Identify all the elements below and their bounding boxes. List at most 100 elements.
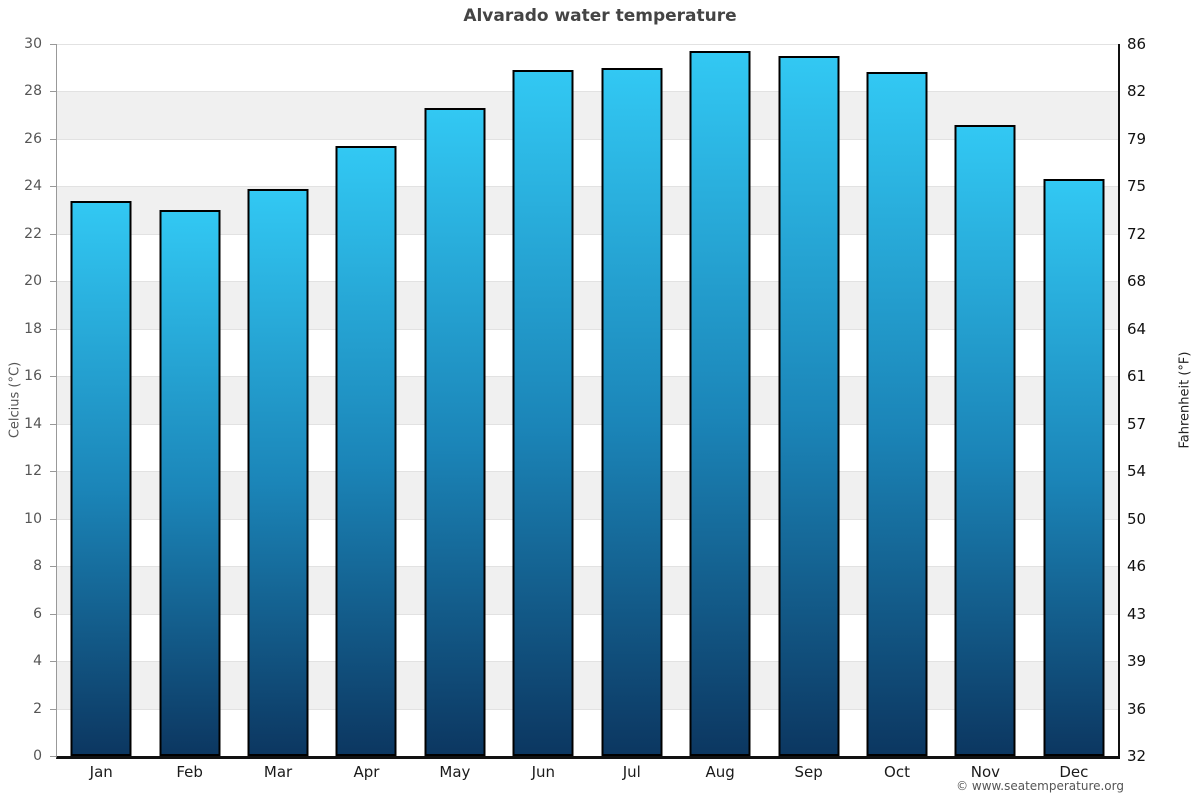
y-tick-label-celsius: 26 (24, 130, 42, 147)
x-tick-label-dec: Dec (1059, 763, 1089, 781)
y-tick-label-fahrenheit: 50 (1127, 509, 1147, 528)
gridline (57, 186, 1118, 188)
axis-tick (50, 328, 56, 330)
bar-apr (335, 146, 397, 756)
y-tick-label-fahrenheit: 68 (1127, 272, 1147, 291)
bar-sep (778, 55, 840, 756)
y-tick-label-fahrenheit: 86 (1127, 35, 1147, 53)
y-tick-label-celsius: 8 (33, 558, 42, 575)
gridline (57, 328, 1118, 330)
axis-tick (50, 423, 56, 425)
y-tick-label-celsius: 0 (33, 748, 42, 764)
gridline (57, 613, 1118, 615)
y-tick-label-celsius: 16 (24, 368, 42, 385)
y-tick-label-celsius: 12 (24, 463, 42, 480)
grid-band (57, 44, 1118, 92)
grid-band (57, 566, 1118, 614)
y-tick-label-celsius: 2 (33, 700, 42, 717)
grid-band (57, 518, 1118, 567)
axis-tick (50, 376, 56, 378)
x-tick-label-sep: Sep (794, 763, 823, 781)
y-tick-label-fahrenheit: 72 (1127, 224, 1147, 243)
x-tick-label-jan: Jan (89, 763, 113, 781)
x-tick-label-jul: Jul (622, 763, 641, 781)
bar-series (57, 44, 1118, 756)
gridline (57, 566, 1118, 568)
x-tick-label-feb: Feb (176, 763, 203, 781)
axis-tick (50, 138, 56, 140)
y-tick-label-fahrenheit: 61 (1127, 367, 1147, 386)
axis-tick (50, 566, 56, 568)
x-axis-labels: Jan Feb Mar Apr May Jun Jul Aug Sep Oct Nov Dec (57, 761, 1118, 785)
bar-slot (499, 44, 587, 756)
grid-band (57, 91, 1118, 139)
x-tick-label-oct: Oct (884, 763, 910, 781)
bar-feb (159, 210, 221, 756)
bar-slot (853, 44, 941, 756)
x-tick-label-apr: Apr (353, 763, 380, 781)
y-axis-label-fahrenheit: Fahrenheit (°F) (1177, 351, 1193, 449)
bar-slot (1030, 44, 1118, 756)
bar-slot (941, 44, 1029, 756)
bar-oct (866, 72, 928, 756)
gridline (57, 471, 1118, 473)
x-tick-label-nov: Nov (970, 763, 1001, 781)
axis-tick (50, 756, 56, 757)
y-tick-label-fahrenheit: 46 (1127, 557, 1147, 576)
y-tick-label-fahrenheit: 43 (1127, 604, 1147, 623)
y-tick-label-celsius: 20 (24, 273, 42, 290)
y-tick-label-celsius: 30 (24, 36, 42, 52)
y-tick-label-celsius: 6 (33, 605, 42, 622)
bar-slot (234, 44, 322, 756)
gridline (57, 661, 1118, 663)
grid-band (57, 661, 1118, 709)
grid-band (57, 708, 1118, 756)
y-tick-label-fahrenheit: 36 (1127, 699, 1147, 718)
axis-tick (50, 518, 56, 520)
gridline (57, 518, 1118, 520)
y-tick-label-celsius: 14 (24, 415, 42, 432)
x-tick-label-aug: Aug (705, 763, 735, 781)
axis-tick (50, 471, 56, 473)
y-tick-label-fahrenheit: 82 (1127, 82, 1147, 101)
grid-band (57, 471, 1118, 519)
copyright-link[interactable]: © www.seatemperature.org (956, 779, 1124, 793)
grid-band (57, 233, 1118, 282)
y-axis-ticks-celsius: 30 28 26 24 22 20 18 16 14 12 10 8 6 4 2 0 (0, 36, 49, 764)
axis-tick (50, 708, 56, 710)
axis-tick (50, 281, 56, 283)
grid-band (57, 138, 1118, 187)
y-axis-ticks-fahrenheit: 86 82 79 75 72 68 64 61 57 54 50 46 43 39 36 32 (1127, 35, 1173, 765)
x-tick-label-mar: Mar (263, 763, 293, 781)
bar-jan (70, 200, 132, 756)
plot-area (50, 44, 1120, 759)
x-tick-label-may: May (439, 763, 471, 781)
axis-tick (50, 186, 56, 188)
y-tick-label-celsius: 28 (24, 83, 42, 100)
axis-tick (50, 91, 56, 93)
bar-mar (247, 188, 309, 756)
grid-band (57, 281, 1118, 329)
bar-slot (411, 44, 499, 756)
gridline (57, 376, 1118, 378)
grid-band (57, 186, 1118, 234)
bar-slot (676, 44, 764, 756)
y-tick-label-fahrenheit: 39 (1127, 652, 1147, 671)
y-tick-label-fahrenheit: 32 (1127, 747, 1147, 765)
gridline (57, 281, 1118, 283)
axis-tick (50, 613, 56, 615)
bar-slot (764, 44, 852, 756)
bar-jul (601, 67, 663, 756)
grid-band (57, 613, 1118, 662)
y-tick-label-celsius: 4 (33, 653, 42, 670)
gridline (57, 138, 1118, 140)
bar-jun (512, 70, 574, 756)
axis-tick (50, 233, 56, 235)
y-tick-label-fahrenheit: 75 (1127, 177, 1147, 196)
y-tick-label-fahrenheit: 79 (1127, 129, 1147, 148)
gridline (57, 233, 1118, 235)
y-tick-label-fahrenheit: 54 (1127, 462, 1147, 481)
chart-title: Alvarado water temperature (463, 6, 737, 26)
bar-nov (954, 124, 1016, 756)
